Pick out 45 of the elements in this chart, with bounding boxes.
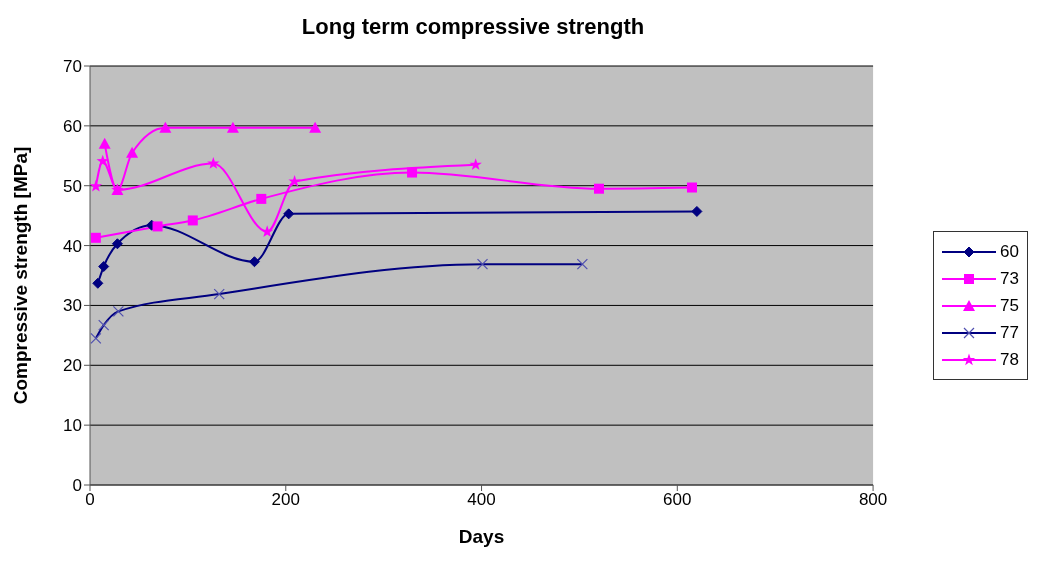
- point: [90, 179, 103, 192]
- x-tick-label: 600: [663, 490, 692, 510]
- y-tick-label: 50: [63, 176, 82, 196]
- y-tick-label: 10: [63, 416, 82, 436]
- point: [92, 277, 104, 289]
- y-tick-label: 70: [63, 57, 82, 77]
- point: [187, 215, 198, 226]
- point: [126, 146, 139, 158]
- point: [159, 121, 172, 133]
- y-tick-label: 20: [63, 356, 82, 376]
- point: [686, 182, 697, 193]
- point: [691, 205, 703, 217]
- y-tick-label: 40: [63, 236, 82, 256]
- point: [248, 256, 260, 268]
- point: [90, 232, 101, 243]
- y-tick-label: 30: [63, 296, 82, 316]
- legend-label: 60: [1000, 241, 1019, 262]
- point: [309, 121, 322, 133]
- point: [152, 221, 163, 232]
- point: [207, 157, 220, 169]
- legend-label: 73: [1000, 268, 1019, 289]
- x-tick-label: 400: [467, 490, 496, 510]
- x-tick-label: 200: [271, 490, 300, 510]
- point: [256, 193, 267, 204]
- point: [283, 208, 295, 220]
- legend-label: 78: [1000, 349, 1019, 370]
- legend-label: 77: [1000, 322, 1019, 343]
- point: [98, 137, 111, 149]
- y-tick-label: 0: [72, 476, 82, 496]
- point: [407, 167, 418, 178]
- point: [594, 183, 604, 194]
- point: [111, 238, 123, 250]
- y-axis-title: Compressive strength [MPa]: [9, 146, 31, 405]
- point: [260, 225, 274, 238]
- point: [288, 175, 301, 187]
- legend-label: 75: [1000, 295, 1019, 316]
- point: [226, 121, 239, 133]
- y-tick-label: 60: [63, 116, 82, 136]
- x-tick-label: 800: [858, 490, 888, 510]
- x-axis-title: Days: [458, 526, 505, 547]
- point: [96, 154, 109, 167]
- point: [98, 261, 110, 273]
- point: [469, 158, 482, 171]
- chart-title: Long term compressive strength: [300, 13, 646, 41]
- x-tick-label: 0: [85, 490, 95, 510]
